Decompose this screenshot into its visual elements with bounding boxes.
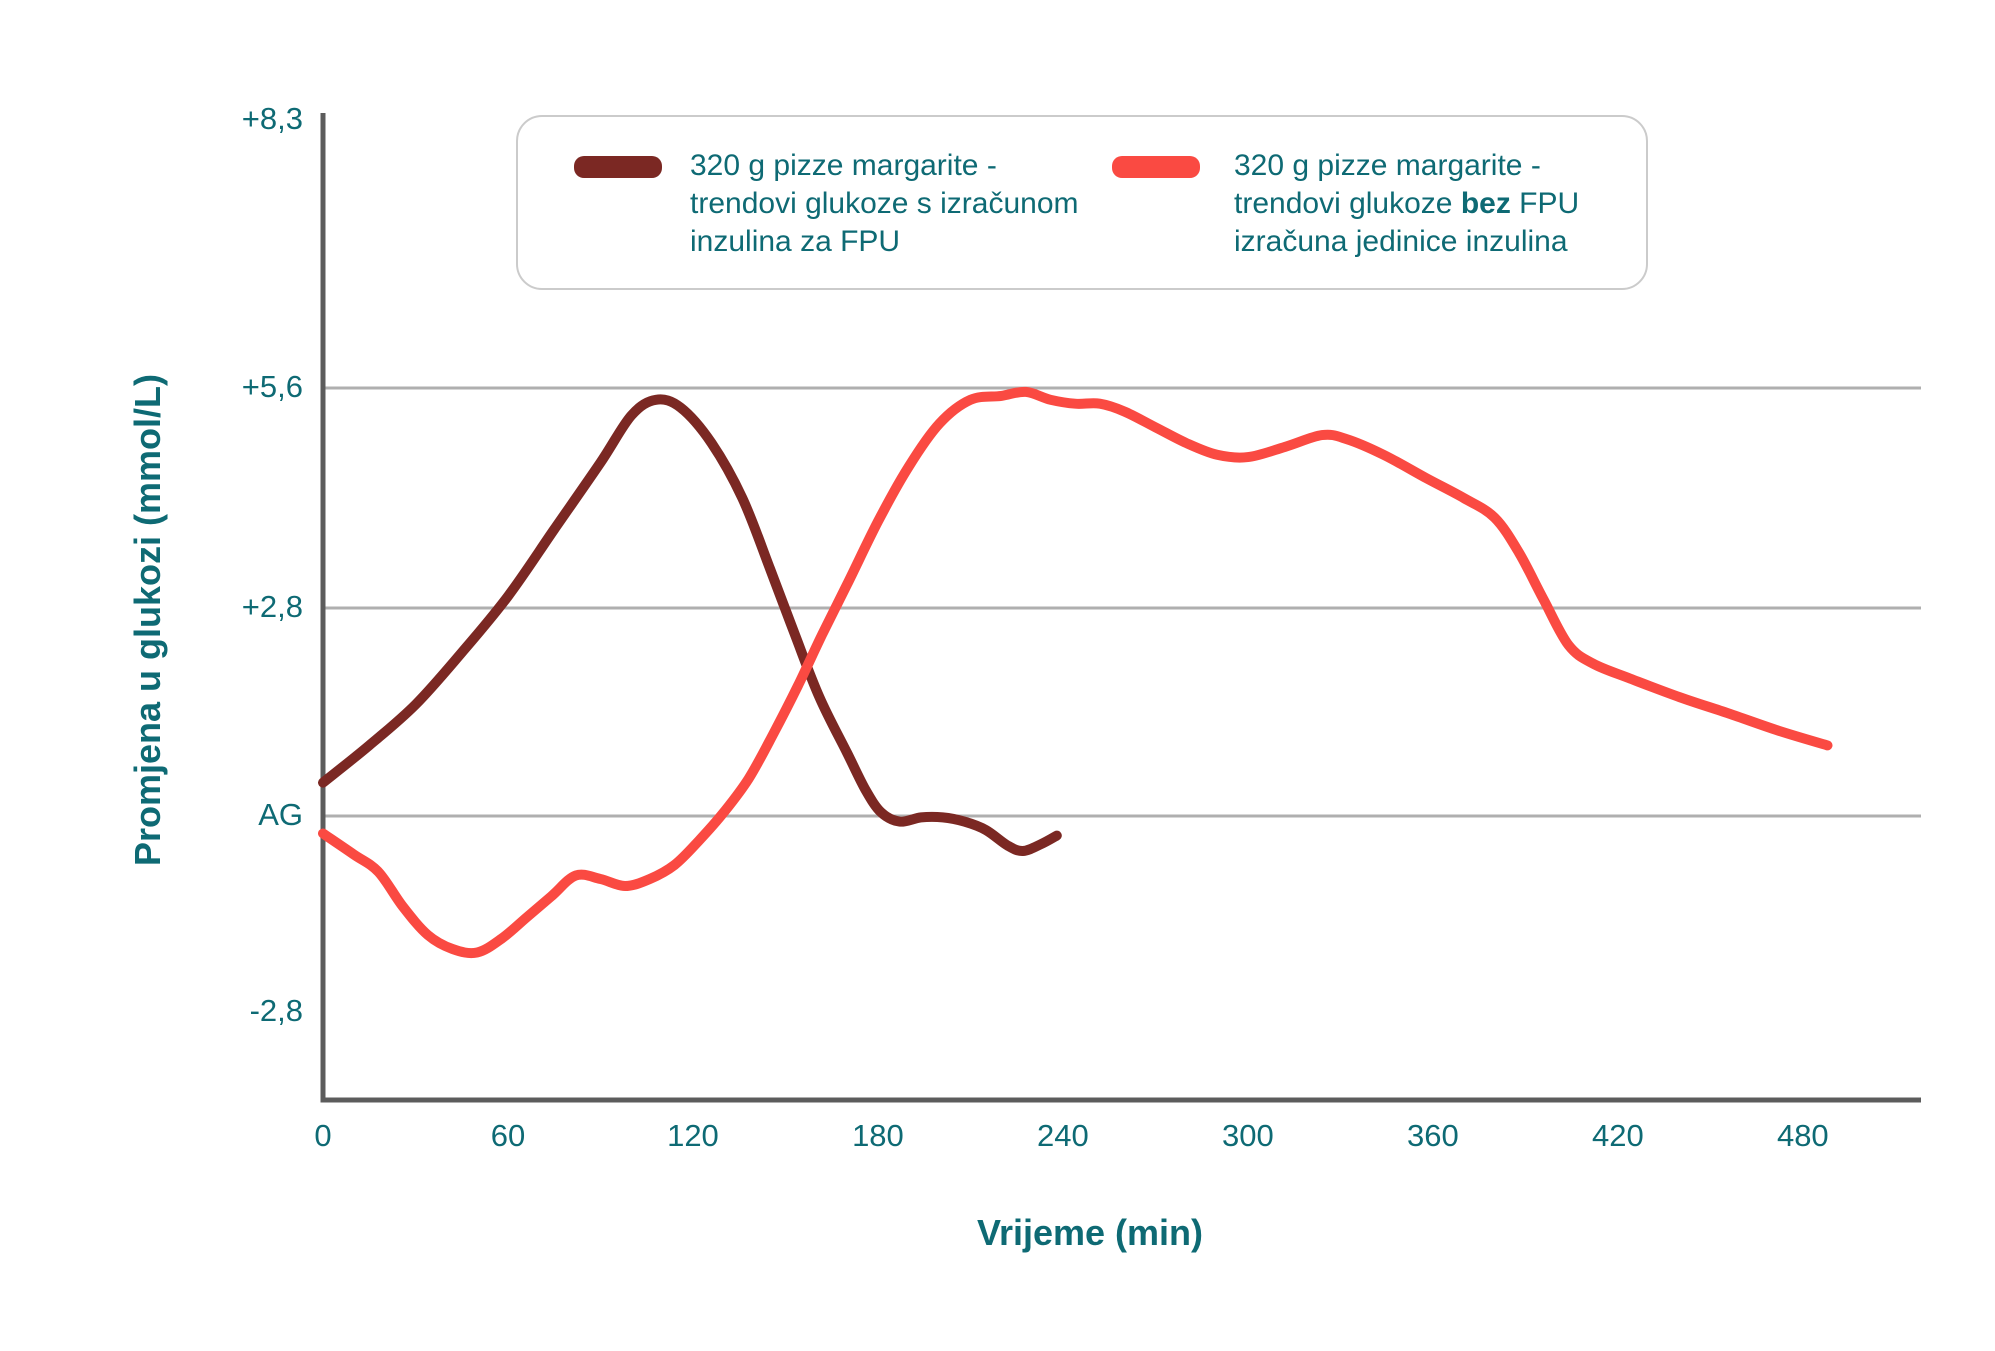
legend-label-without-fpu: 320 g pizze margarite - trendovi glukoze…: [1234, 147, 1579, 261]
x-tick-label: 480: [1776, 1118, 1829, 1153]
legend-label-line: 320 g pizze margarite -: [1234, 149, 1541, 182]
legend-label-line: 320 g pizze margarite -: [690, 149, 997, 182]
x-tick-label: 300: [1222, 1118, 1274, 1153]
legend-label-line: izračuna jedinice inzulina: [1234, 225, 1568, 258]
legend-swatch-without-fpu: [1112, 156, 1200, 178]
x-tick-label: 240: [1037, 1118, 1089, 1153]
y-tick-label: +8,3: [241, 101, 303, 136]
legend-label-line: inzulina za FPU: [690, 225, 901, 258]
x-tick-label: 60: [490, 1118, 526, 1153]
series-line-without-fpu: [318, 386, 1833, 959]
y-tick-label: AG: [258, 797, 303, 832]
legend-label-with-fpu: 320 g pizze margarite - trendovi glukoze…: [690, 147, 1079, 261]
x-axis-title: Vrijeme (min): [976, 1212, 1204, 1253]
y-tick-label: +2,8: [241, 589, 303, 624]
x-tick-label: 420: [1591, 1118, 1644, 1153]
y-tick-label: -2,8: [249, 993, 303, 1028]
legend-swatch-with-fpu: [574, 156, 662, 178]
legend-label-line: trendovi glukoze s izračunom: [690, 187, 1079, 220]
x-tick-label: 180: [852, 1118, 904, 1153]
legend: 320 g pizze margarite - trendovi glukoze…: [516, 115, 1648, 290]
x-tick-label: 120: [667, 1118, 719, 1153]
x-tick-label: 360: [1407, 1118, 1459, 1153]
axis-lines: [320, 113, 1921, 1103]
legend-label-line: trendovi glukoze bez FPU: [1234, 187, 1580, 220]
series-line-with-fpu: [318, 394, 1062, 856]
y-axis-title-text: Promjena u glukozi (mmol/L): [127, 373, 168, 867]
y-tick-label: +5,6: [241, 369, 303, 404]
x-tick-label: 0: [314, 1118, 332, 1153]
